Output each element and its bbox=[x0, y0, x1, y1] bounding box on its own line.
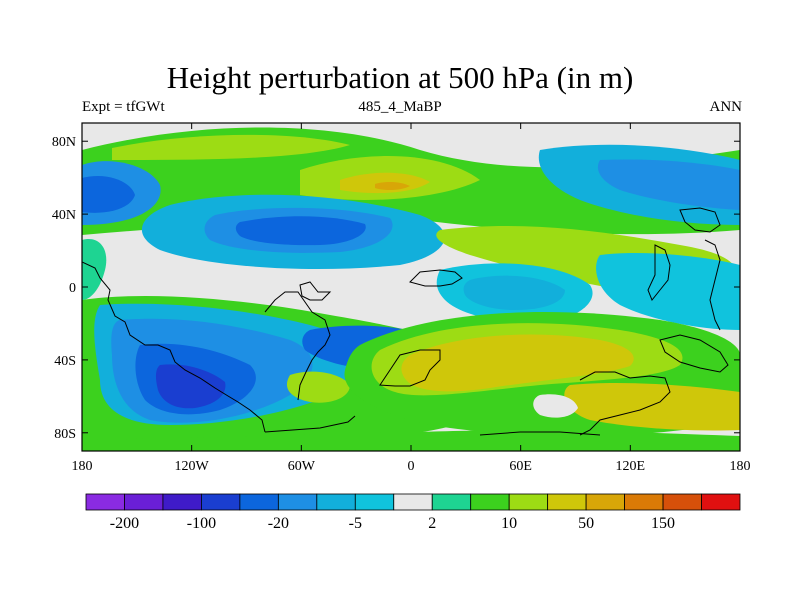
coastline bbox=[299, 281, 332, 301]
x-tick-label: 180 bbox=[72, 459, 93, 474]
y-tick-label: 80N bbox=[52, 135, 76, 150]
field-contour bbox=[82, 239, 107, 300]
axes: 180 120W 60W 0 60E 120E 180 80N 40N 0 40S 80S bbox=[52, 123, 751, 474]
field-contour bbox=[375, 181, 410, 191]
field-contour bbox=[596, 253, 740, 330]
coastlines bbox=[82, 207, 729, 436]
colorbar-swatch bbox=[701, 493, 741, 511]
colorbar-swatch bbox=[277, 493, 318, 511]
field-contour bbox=[533, 394, 578, 418]
coastline bbox=[679, 207, 721, 233]
y-tick-label: 40N bbox=[52, 208, 76, 223]
colorbar-swatch bbox=[124, 493, 164, 511]
x-tick-label: 0 bbox=[408, 459, 415, 474]
colorbar-label: -200 bbox=[110, 515, 139, 532]
colorbar-swatch bbox=[354, 493, 395, 511]
x-tick-label: 120E bbox=[616, 459, 646, 474]
colorbar-swatch bbox=[431, 493, 472, 511]
x-tick-label: 180 bbox=[730, 459, 751, 474]
field-contour bbox=[155, 364, 226, 409]
coastline bbox=[704, 239, 721, 331]
coastline bbox=[409, 269, 463, 287]
field-contour bbox=[82, 430, 740, 451]
coastline bbox=[264, 415, 356, 433]
colorbar-swatch bbox=[585, 493, 625, 511]
field-contour bbox=[401, 334, 634, 392]
experiment-label: Expt = tfGWt bbox=[82, 99, 165, 115]
field-contour bbox=[597, 159, 740, 210]
coastline bbox=[647, 244, 671, 301]
coastline bbox=[379, 349, 441, 387]
x-tick-label: 60E bbox=[509, 459, 532, 474]
case-label: 485_4_MaBP bbox=[358, 99, 442, 115]
colorbar-label: -20 bbox=[268, 515, 289, 532]
colorbar-label: -100 bbox=[187, 515, 216, 532]
colorbar-swatch bbox=[624, 493, 664, 511]
season-label: ANN bbox=[709, 99, 743, 115]
y-tick-label: 0 bbox=[69, 281, 76, 296]
coastline bbox=[479, 431, 601, 436]
colorbar-swatch bbox=[393, 493, 433, 511]
colorbar-swatch bbox=[316, 493, 356, 511]
colorbar-swatch bbox=[85, 493, 125, 511]
colorbar-label: 2 bbox=[428, 515, 436, 532]
coastline bbox=[264, 291, 331, 401]
colorbar-swatch bbox=[662, 493, 702, 511]
y-tick-label: 80S bbox=[54, 427, 76, 442]
colorbar-swatch bbox=[201, 493, 241, 511]
field-contour bbox=[82, 175, 135, 213]
coastline bbox=[579, 371, 671, 436]
colorbar-label: 50 bbox=[578, 515, 594, 532]
chart-title: Height perturbation at 500 hPa (in m) bbox=[166, 60, 634, 95]
field-contour bbox=[112, 134, 350, 160]
field-contour bbox=[564, 382, 740, 431]
colorbar-swatch bbox=[547, 493, 587, 511]
colorbar-swatch bbox=[239, 493, 279, 511]
coastline bbox=[82, 261, 266, 433]
colorbar-swatch bbox=[470, 493, 510, 511]
colorbar-label: 150 bbox=[651, 515, 675, 532]
x-tick-label: 120W bbox=[175, 459, 210, 474]
colorbar-swatch bbox=[508, 493, 549, 511]
coastline bbox=[659, 334, 729, 373]
y-tick-label: 40S bbox=[54, 354, 76, 369]
colorbar-label: -5 bbox=[349, 515, 362, 532]
field-contour bbox=[235, 216, 366, 246]
colorbar-swatch bbox=[162, 493, 202, 511]
colorbar: -200 -100 -20 -5 2 10 50 150 bbox=[85, 493, 741, 532]
x-tick-label: 60W bbox=[288, 459, 316, 474]
field-contour bbox=[463, 275, 565, 310]
colorbar-label: 10 bbox=[501, 515, 517, 532]
height-perturbation-field bbox=[82, 123, 740, 451]
